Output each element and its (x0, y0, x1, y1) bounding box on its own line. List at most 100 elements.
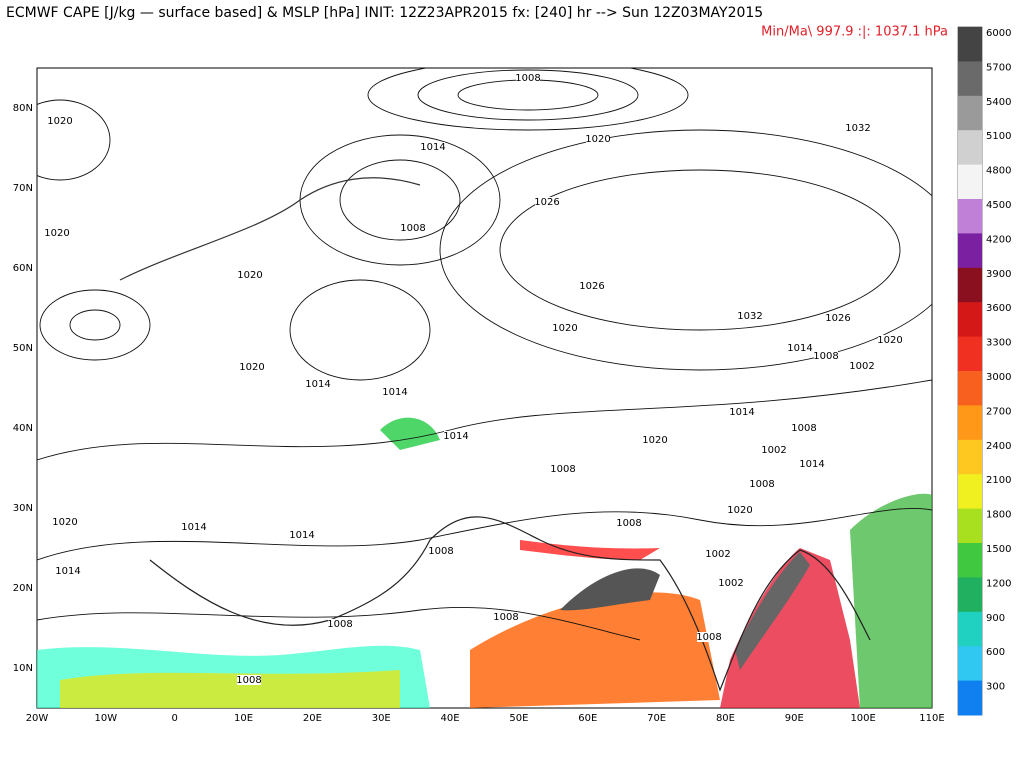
colorbar-tick-label: 1500 (986, 544, 1011, 555)
cape-area (560, 568, 660, 611)
isobar-label-bg (535, 197, 559, 207)
cape-area (520, 540, 660, 560)
colorbar-tick-label: 3600 (986, 303, 1011, 314)
isobar-label: 1008 (493, 612, 518, 623)
latitude-label: 70N (13, 183, 33, 194)
colorbar-tick-label: 4500 (986, 200, 1011, 211)
isobar-label-bg (494, 612, 518, 622)
isobar-label: 1020 (552, 323, 577, 334)
colorbar-segment (958, 508, 982, 544)
isobar (37, 606, 641, 641)
map-title: ECMWF CAPE [J/kg — surface based] & MSLP… (6, 5, 763, 21)
colorbar-tick-label: 2100 (986, 475, 1011, 486)
isobar-label: 1008 (428, 546, 453, 557)
isobar (289, 279, 431, 381)
colorbar-tick-label: 1800 (986, 510, 1011, 521)
isobar-label-bg (580, 281, 604, 291)
isobar-label: 1032 (845, 123, 870, 134)
isobar (37, 507, 932, 561)
isobar-label: 1008 (749, 479, 774, 490)
colorbar-segment (958, 336, 982, 372)
isobar-label-bg (48, 116, 72, 126)
isobar-label: 1014 (729, 407, 754, 418)
isobar-label-bg (846, 123, 870, 133)
isobar-label: 1014 (305, 379, 330, 390)
isobar-label: 1008 (327, 619, 352, 630)
isobar-label: 1020 (239, 362, 264, 373)
colorbar-tick-label: 4200 (986, 234, 1011, 245)
isobar (37, 379, 932, 461)
isobar-label: 1014 (799, 459, 824, 470)
isobar-label: 1002 (761, 445, 786, 456)
colorbar-tick-label: 900 (986, 613, 1005, 624)
cape-area (850, 493, 932, 708)
isobar-label: 1014 (787, 343, 812, 354)
colorbar-segment (958, 95, 982, 131)
isobar-label: 1008 (515, 73, 540, 84)
isobar (499, 169, 901, 331)
isobar-label-bg (56, 566, 80, 576)
isobar (367, 68, 689, 131)
isobar-label-bg (240, 362, 264, 372)
isobar-label: 1014 (181, 522, 206, 533)
colorbar-segment (958, 577, 982, 613)
colorbar-tick-label: 3900 (986, 269, 1011, 280)
latitude-label: 30N (13, 503, 33, 514)
isobar (417, 69, 639, 121)
colorbar-segment (958, 27, 982, 62)
isobar-label-bg (237, 675, 261, 685)
isobar-label: 1020 (727, 505, 752, 516)
colorbar-segment (958, 302, 982, 338)
longitude-label: 80E (716, 713, 735, 724)
colorbar-segment (958, 439, 982, 475)
isobar-label-bg (444, 431, 468, 441)
longitude-label: 20W (26, 713, 49, 724)
isobar-label: 1008 (550, 464, 575, 475)
isobar-label-bg (728, 505, 752, 515)
map-body (37, 68, 932, 708)
isobar-label-bg (586, 134, 610, 144)
isobar-label-bg (516, 73, 540, 83)
colorbar-segment (958, 680, 982, 716)
colorbar-tick-label: 5100 (986, 131, 1011, 142)
colorbar-tick-label: 2400 (986, 441, 1011, 452)
isobar-label: 1026 (825, 313, 850, 324)
longitude-label: 100E (850, 713, 875, 724)
min-max: Min/Ma\ 997.9 :|: 1037.1 hPa (761, 25, 948, 40)
isobar-label: 1032 (737, 311, 762, 322)
isobar-label-bg (730, 407, 754, 417)
isobar-label: 1020 (52, 517, 77, 528)
longitude-label: 10E (234, 713, 253, 724)
isobar-label: 1014 (443, 431, 468, 442)
colorbar-segment (958, 405, 982, 441)
isobar-label-bg (826, 313, 850, 323)
longitude-label: 20E (303, 713, 322, 724)
colorbar-segment (958, 199, 982, 234)
isobar-label: 1020 (585, 134, 610, 145)
isobar (339, 159, 461, 241)
cape-area (470, 592, 720, 708)
isobar-label-bg (617, 518, 641, 528)
isobar (37, 99, 111, 181)
isobar-label-bg (878, 335, 902, 345)
isobar-label-bg (45, 228, 69, 238)
isobar-label: 1002 (705, 549, 730, 560)
colorbar-tick-label: 2700 (986, 406, 1011, 417)
isobar-label-bg (800, 459, 824, 469)
isobar-label: 1020 (237, 270, 262, 281)
isobar-label: 1008 (400, 223, 425, 234)
colorbar-segment (958, 233, 982, 269)
latitude-label: 80N (13, 103, 33, 114)
colorbar-tick-label: 6000 (986, 28, 1011, 39)
isobar-label: 1014 (55, 566, 80, 577)
isobar-label-bg (750, 479, 774, 489)
longitude-label: 10W (95, 713, 118, 724)
isobar-label-bg (762, 445, 786, 455)
isobar (439, 129, 932, 371)
colorbar-tick-label: 600 (986, 647, 1005, 658)
colorbar-tick-label: 4800 (986, 166, 1011, 177)
isobar-label: 1026 (534, 197, 559, 208)
longitude-label: 60E (578, 713, 597, 724)
isobar-label: 1014 (420, 142, 445, 153)
